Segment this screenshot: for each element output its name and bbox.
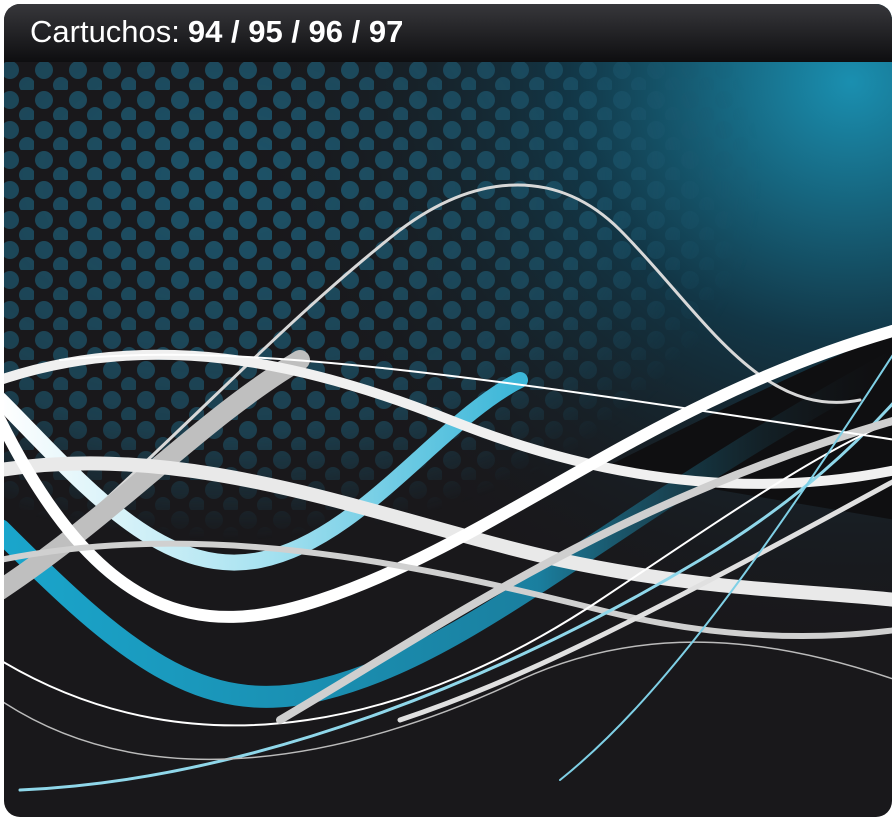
banner: Cartuchos:94 / 95 / 96 / 97 <box>0 0 896 821</box>
artwork <box>0 0 896 821</box>
title: Cartuchos:94 / 95 / 96 / 97 <box>30 14 403 50</box>
title-models: 94 / 95 / 96 / 97 <box>188 14 403 49</box>
title-label: Cartuchos: <box>30 14 180 49</box>
